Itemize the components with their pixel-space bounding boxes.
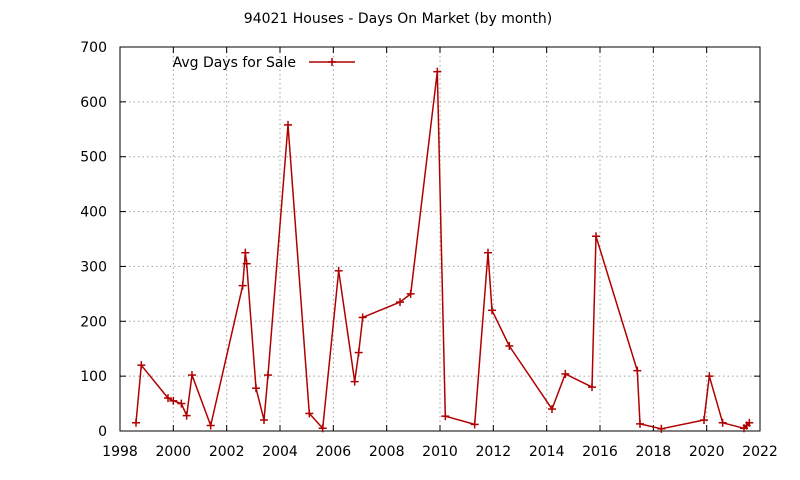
data-point bbox=[396, 298, 404, 307]
y-tick-label: 700 bbox=[80, 40, 107, 56]
data-point bbox=[334, 266, 343, 275]
legend: Avg Days for Sale bbox=[173, 55, 355, 71]
data-point bbox=[705, 372, 714, 381]
legend-marker bbox=[328, 58, 336, 66]
data-point bbox=[206, 421, 215, 430]
x-tick-label: 2006 bbox=[316, 444, 352, 460]
x-tick-label: 2010 bbox=[422, 444, 458, 460]
series-line bbox=[135, 70, 750, 430]
data-point bbox=[350, 377, 359, 386]
data-point bbox=[470, 420, 479, 429]
x-tick-label: 2008 bbox=[369, 444, 405, 460]
data-point bbox=[252, 384, 260, 393]
data-point bbox=[718, 418, 727, 427]
x-tick-label: 2000 bbox=[156, 444, 192, 460]
y-tick-label: 500 bbox=[80, 150, 107, 166]
x-axis-tick-labels: 1998 2000 2002 2004 2006 2008 2010 2012 2014 2016… bbox=[102, 444, 778, 460]
x-tick-label: 2016 bbox=[582, 444, 618, 460]
data-point bbox=[441, 412, 450, 421]
x-tick-label: 2020 bbox=[689, 444, 725, 460]
data-point bbox=[433, 67, 442, 76]
data-point bbox=[505, 341, 514, 350]
legend-label: Avg Days for Sale bbox=[173, 55, 296, 71]
x-tick-label: 2014 bbox=[529, 444, 565, 460]
data-point bbox=[188, 371, 196, 380]
data-point bbox=[406, 289, 415, 298]
data-point bbox=[484, 248, 492, 257]
data-point bbox=[264, 371, 272, 380]
data-point bbox=[548, 405, 556, 414]
data-point bbox=[242, 259, 251, 268]
data-point bbox=[241, 248, 250, 257]
y-tick-label: 400 bbox=[80, 205, 107, 221]
data-point bbox=[636, 419, 644, 428]
x-tick-label: 2012 bbox=[476, 444, 512, 460]
y-tick-label: 100 bbox=[80, 369, 107, 385]
data-point bbox=[260, 416, 268, 425]
x-tick-label: 2022 bbox=[742, 444, 778, 460]
data-point bbox=[132, 418, 140, 427]
y-tick-label: 0 bbox=[98, 424, 107, 440]
data-point bbox=[177, 399, 186, 408]
x-tick-label: 2002 bbox=[209, 444, 245, 460]
data-point bbox=[284, 120, 292, 129]
data-point bbox=[238, 281, 247, 290]
data-point bbox=[588, 383, 596, 392]
axis-ticks bbox=[119, 46, 761, 432]
data-point bbox=[169, 396, 178, 405]
data-point bbox=[137, 361, 146, 370]
data-point bbox=[657, 424, 666, 433]
data-point bbox=[633, 366, 642, 375]
chart-title: 94021 Houses - Days On Market (by month) bbox=[244, 11, 552, 27]
data-point bbox=[488, 306, 496, 315]
data-point bbox=[182, 411, 191, 420]
data-point bbox=[358, 313, 367, 322]
y-axis-tick-labels: 0 100 200 300 400 500 600 700 bbox=[80, 40, 107, 440]
data-point bbox=[700, 416, 708, 425]
x-tick-label: 2018 bbox=[636, 444, 672, 460]
y-tick-label: 200 bbox=[80, 314, 107, 330]
data-point bbox=[561, 369, 570, 378]
data-point bbox=[164, 394, 172, 403]
data-point bbox=[592, 232, 600, 241]
plot-frame bbox=[119, 46, 761, 432]
y-tick-label: 300 bbox=[80, 259, 107, 275]
data-point bbox=[305, 409, 314, 418]
x-tick-label: 1998 bbox=[102, 444, 138, 460]
series-avg-days-for-sale bbox=[132, 67, 754, 433]
data-point bbox=[354, 348, 363, 357]
x-tick-label: 2004 bbox=[262, 444, 298, 460]
data-point bbox=[745, 418, 754, 427]
y-tick-label: 600 bbox=[80, 95, 107, 111]
grid-lines bbox=[120, 47, 760, 431]
data-point bbox=[318, 424, 327, 433]
